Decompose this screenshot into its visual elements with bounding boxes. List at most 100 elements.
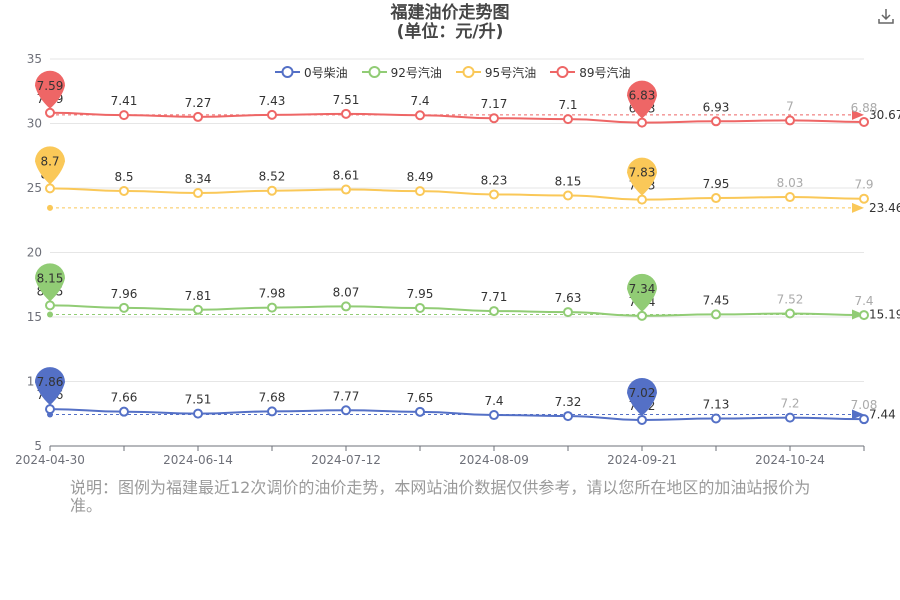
data-label: 7.13 bbox=[703, 398, 730, 412]
min-pin-0 bbox=[627, 377, 657, 416]
data-label: 7.51 bbox=[333, 93, 360, 107]
avg-arrow bbox=[852, 309, 864, 320]
max-pin-2 bbox=[35, 146, 65, 185]
data-point bbox=[489, 410, 499, 421]
legend-label: 92号汽油 bbox=[390, 65, 442, 80]
data-label: 7.77 bbox=[333, 389, 360, 403]
data-label: 7.43 bbox=[259, 94, 286, 108]
data-label: 8.49 bbox=[407, 170, 434, 184]
legend-label: 89号汽油 bbox=[579, 65, 631, 80]
data-label: 8.07 bbox=[333, 285, 360, 299]
data-label: 7.63 bbox=[555, 291, 582, 305]
data-label: 8.23 bbox=[481, 173, 508, 187]
data-point bbox=[45, 404, 55, 415]
data-point bbox=[415, 406, 425, 417]
data-label: 7 bbox=[786, 99, 794, 113]
data-point bbox=[45, 183, 55, 194]
min-pin-label: 6.83 bbox=[629, 89, 656, 103]
x-tick-label: 2024-10-24 bbox=[755, 453, 825, 467]
y-tick-label: 30 bbox=[27, 117, 42, 131]
avg-label: 7.44 bbox=[869, 408, 896, 422]
max-pin-label: 7.59 bbox=[37, 79, 64, 93]
legend-item-3[interactable]: 89号汽油 bbox=[550, 64, 630, 81]
avg-label: 15.19 bbox=[869, 308, 900, 322]
data-label: 6.88 bbox=[851, 101, 878, 115]
x-tick-label: 2024-08-09 bbox=[459, 453, 529, 467]
x-tick-label: 2024-06-14 bbox=[163, 453, 233, 467]
avg-arrow bbox=[852, 202, 864, 213]
data-point bbox=[563, 411, 573, 422]
data-point bbox=[193, 304, 203, 315]
data-point bbox=[785, 192, 795, 203]
data-point bbox=[563, 190, 573, 201]
data-point bbox=[785, 412, 795, 423]
data-label: 7.96 bbox=[111, 287, 138, 301]
data-point bbox=[637, 194, 647, 205]
data-label: 7.66 bbox=[111, 391, 138, 405]
legend-marker-icon bbox=[455, 66, 481, 78]
data-label: 7.41 bbox=[111, 94, 138, 108]
legend-label: 0号柴油 bbox=[304, 65, 348, 80]
y-tick-label: 20 bbox=[27, 246, 42, 260]
data-label: 7.9 bbox=[854, 178, 873, 192]
legend-item-2[interactable]: 95号汽油 bbox=[455, 64, 536, 81]
data-label: 6.93 bbox=[703, 100, 730, 114]
data-point bbox=[119, 110, 129, 121]
min-pin-label: 7.02 bbox=[629, 386, 656, 400]
chart-title: 福建油价走势图 (单位：元/升) bbox=[0, 4, 900, 42]
min-pin-label: 7.83 bbox=[629, 166, 656, 180]
data-point bbox=[415, 110, 425, 121]
data-point bbox=[711, 193, 721, 204]
avg-arrow bbox=[852, 409, 864, 420]
data-point bbox=[119, 406, 129, 417]
data-point bbox=[341, 108, 351, 119]
chart-note: 说明：图例为福建最近12次调价的油价走势，本网站油价数据仅供参考，请以您所在地区… bbox=[70, 478, 811, 515]
legend-marker-icon bbox=[550, 66, 576, 78]
data-point bbox=[637, 117, 647, 128]
x-tick-label: 2024-07-12 bbox=[311, 453, 381, 467]
data-label: 7.52 bbox=[777, 293, 804, 307]
avg-arrow bbox=[852, 109, 864, 120]
data-label: 7.65 bbox=[407, 391, 434, 405]
data-label: 7.32 bbox=[555, 395, 582, 409]
series-line-3 bbox=[49, 111, 865, 124]
legend-item-0[interactable]: 0号柴油 bbox=[275, 64, 348, 81]
chart-legend: 0号柴油 92号汽油 95号汽油 89号汽油 bbox=[275, 63, 630, 81]
data-point bbox=[415, 302, 425, 313]
data-point bbox=[563, 114, 573, 125]
data-label: 7.95 bbox=[703, 177, 730, 191]
data-point bbox=[119, 185, 129, 196]
min-pin-3 bbox=[627, 80, 657, 119]
data-point bbox=[489, 113, 499, 124]
max-pin-3 bbox=[35, 70, 65, 109]
data-point bbox=[267, 185, 277, 196]
data-point bbox=[341, 301, 351, 312]
series-line-0 bbox=[49, 408, 865, 421]
data-label: 7.98 bbox=[259, 287, 286, 301]
data-label: 7.81 bbox=[185, 289, 212, 303]
data-point bbox=[711, 309, 721, 320]
data-point bbox=[859, 414, 869, 425]
series-line-1 bbox=[49, 304, 865, 317]
legend-marker-icon bbox=[361, 66, 387, 78]
max-pin-0 bbox=[35, 367, 65, 406]
data-label: 8.5 bbox=[114, 170, 133, 184]
avg-start-dot bbox=[47, 311, 53, 318]
max-pin-label: 8.7 bbox=[40, 154, 59, 168]
data-point bbox=[489, 306, 499, 317]
data-label: 7.2 bbox=[780, 397, 799, 411]
data-point bbox=[119, 302, 129, 313]
data-label: 7.08 bbox=[851, 398, 878, 412]
data-label: 7.45 bbox=[703, 293, 730, 307]
y-tick-label: 15 bbox=[27, 310, 42, 324]
download-icon[interactable] bbox=[876, 6, 896, 26]
min-pin-label: 7.34 bbox=[629, 282, 656, 296]
y-tick-label: 35 bbox=[27, 52, 42, 66]
x-tick-label: 2024-04-30 bbox=[15, 453, 85, 467]
data-point bbox=[193, 188, 203, 199]
data-point bbox=[193, 408, 203, 419]
data-point bbox=[267, 302, 277, 313]
x-tick-label: 2024-09-21 bbox=[607, 453, 677, 467]
legend-item-1[interactable]: 92号汽油 bbox=[361, 64, 442, 81]
